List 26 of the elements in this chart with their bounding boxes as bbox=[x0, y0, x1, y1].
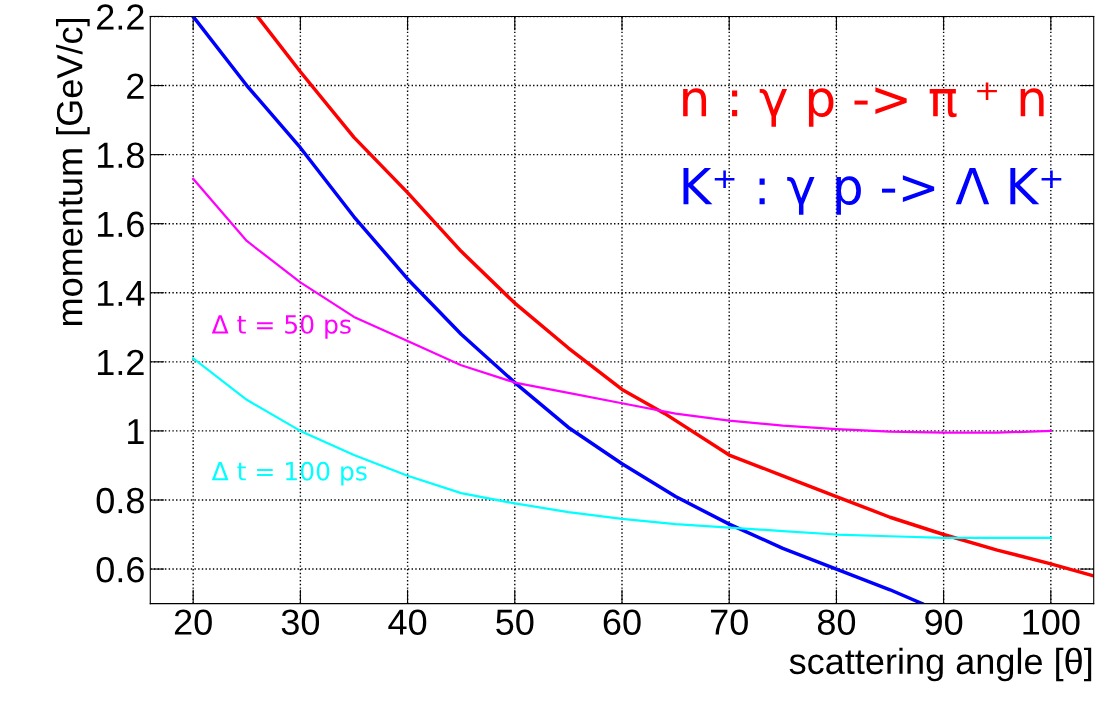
y-axis-title: momentum [GeV/c] bbox=[56, 19, 90, 326]
line-series bbox=[255, 16, 1094, 578]
x-tick-label: 30 bbox=[281, 609, 320, 635]
y-tick-label: 2 bbox=[127, 73, 144, 99]
x-tick-label: 80 bbox=[817, 609, 856, 635]
text: K⁺ : γ p -> Λ K⁺ bbox=[683, 167, 1062, 215]
y-tick-label: 1.4 bbox=[97, 281, 145, 306]
x-tick-label: 60 bbox=[603, 609, 641, 635]
x-tick-label: 70 bbox=[710, 609, 748, 635]
y-tick-label: 1.8 bbox=[97, 142, 144, 169]
x-tick-label: 20 bbox=[174, 609, 212, 635]
y-tick-label: 0.6 bbox=[96, 556, 144, 583]
line-series bbox=[192, 357, 1052, 540]
x-tick-label: 100 bbox=[1023, 609, 1080, 635]
y-tick-label: 1.2 bbox=[97, 349, 144, 375]
series-label: Δ t = 50 ps bbox=[211, 314, 351, 339]
x-tick-label: 90 bbox=[925, 609, 963, 635]
y-tick-label: 0.8 bbox=[96, 487, 144, 514]
y-tick-label: 1 bbox=[128, 419, 144, 444]
text: n : γ p -> π ⁺ n bbox=[683, 82, 1044, 127]
y-tick-label: 2.2 bbox=[97, 4, 144, 30]
x-tick-label: 50 bbox=[496, 609, 534, 635]
x-tick-label: 40 bbox=[388, 609, 427, 635]
series-label: Δ t = 100 ps bbox=[211, 461, 367, 486]
x-axis-title: scattering angle [θ] bbox=[789, 647, 1092, 682]
y-tick-label: 1.6 bbox=[97, 211, 144, 238]
